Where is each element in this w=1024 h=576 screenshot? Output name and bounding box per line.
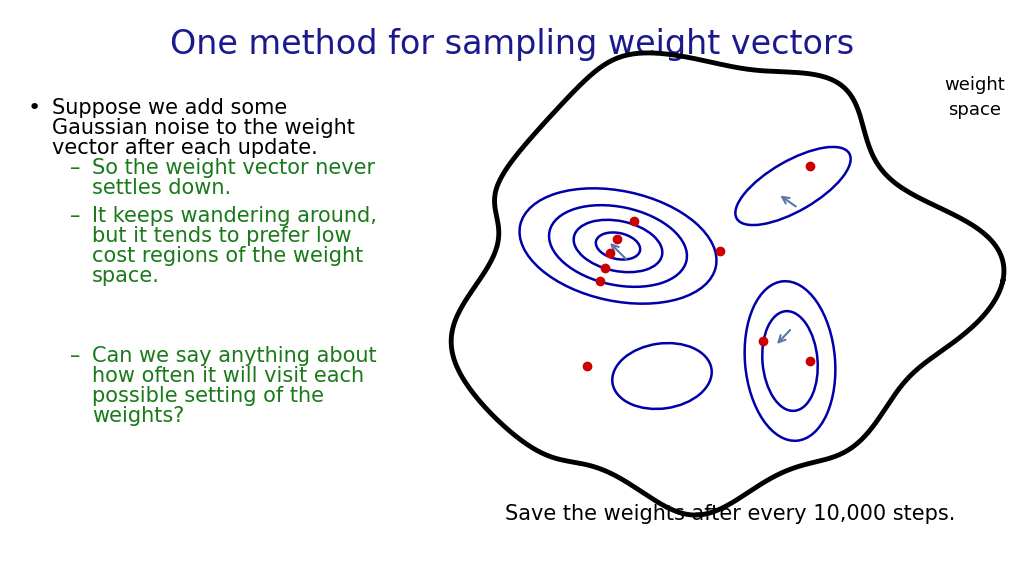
Text: –: – (70, 346, 80, 366)
Text: Save the weights after every 10,000 steps.: Save the weights after every 10,000 step… (505, 504, 955, 524)
Text: space.: space. (92, 266, 160, 286)
Text: cost regions of the weight: cost regions of the weight (92, 246, 364, 266)
Text: but it tends to prefer low: but it tends to prefer low (92, 226, 351, 246)
Text: how often it will visit each: how often it will visit each (92, 366, 365, 386)
Text: –: – (70, 206, 80, 226)
Text: Gaussian noise to the weight: Gaussian noise to the weight (52, 118, 355, 138)
Polygon shape (452, 53, 1004, 515)
Text: •: • (28, 98, 41, 118)
Text: It keeps wandering around,: It keeps wandering around, (92, 206, 377, 226)
Text: possible setting of the: possible setting of the (92, 386, 324, 406)
Text: vector after each update.: vector after each update. (52, 138, 317, 158)
Text: settles down.: settles down. (92, 178, 231, 198)
Text: Can we say anything about: Can we say anything about (92, 346, 377, 366)
Text: One method for sampling weight vectors: One method for sampling weight vectors (170, 28, 854, 61)
Text: So the weight vector never: So the weight vector never (92, 158, 375, 178)
Text: Suppose we add some: Suppose we add some (52, 98, 288, 118)
Text: weight
space: weight space (944, 76, 1006, 119)
Text: –: – (70, 158, 80, 178)
Text: weights?: weights? (92, 406, 184, 426)
